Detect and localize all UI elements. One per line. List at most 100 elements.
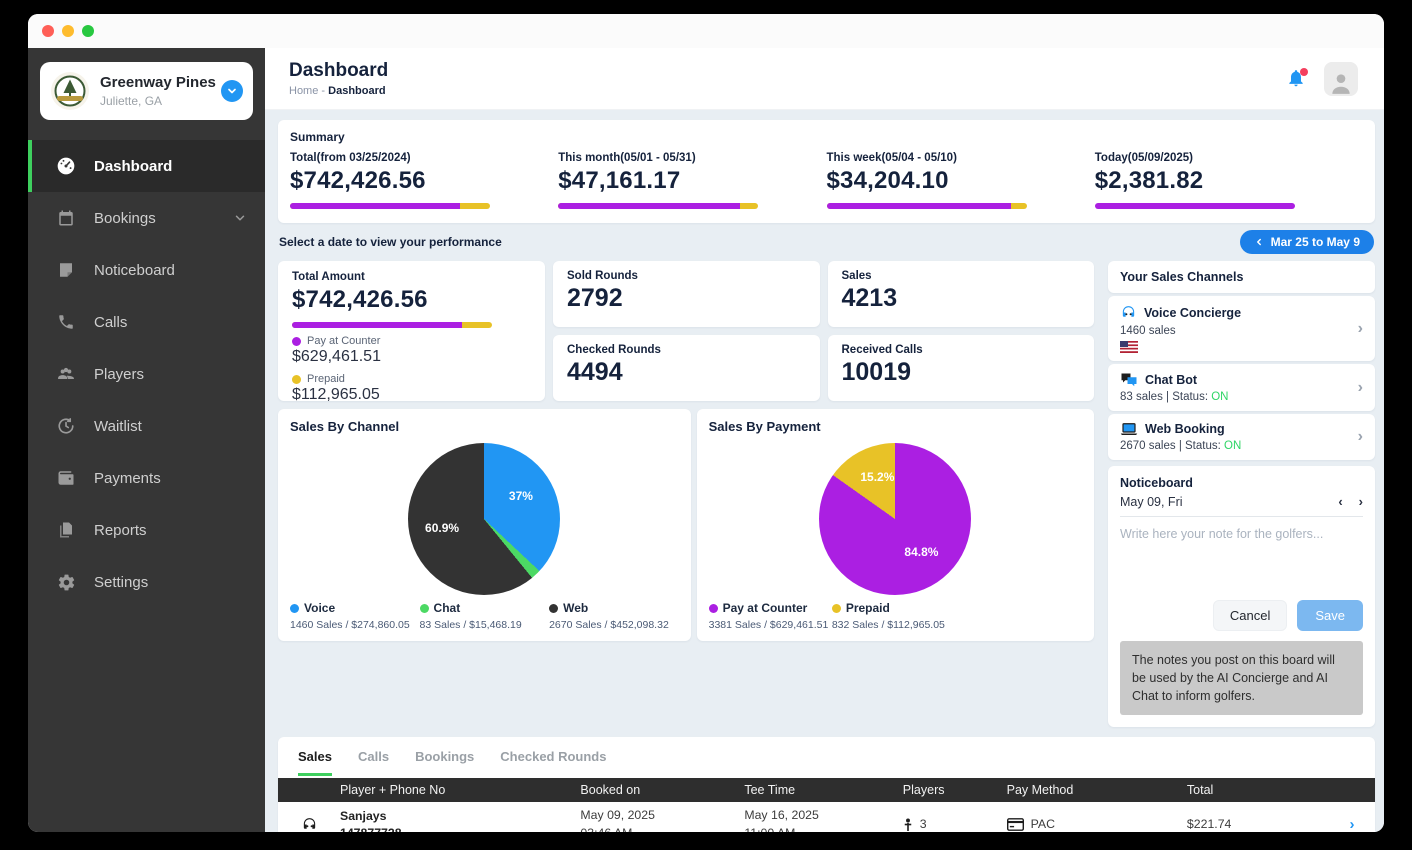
- org-selector[interactable]: Greenway Pines Juliette, GA: [40, 62, 253, 120]
- table-row[interactable]: Sanjays 147877728 May 09, 2025 03:46 AM …: [278, 802, 1375, 832]
- player-phone: 147877728: [340, 826, 580, 832]
- noticeboard-prev-icon[interactable]: ‹: [1338, 494, 1343, 509]
- sidebar-item-noticeboard[interactable]: Noticeboard: [28, 244, 265, 296]
- date-range-button[interactable]: Mar 25 to May 9: [1239, 230, 1374, 254]
- minimize-window-button[interactable]: [62, 25, 74, 37]
- chat-dot: [419, 603, 429, 613]
- sidebar-item-bookings[interactable]: Bookings: [28, 192, 265, 244]
- summary-month-value: $47,161.17: [558, 167, 681, 194]
- checked-rounds-card: Checked Rounds 4494: [553, 335, 820, 401]
- close-window-button[interactable]: [42, 25, 54, 37]
- player-name: Sanjays: [340, 808, 387, 823]
- total-amount-bar: [292, 322, 492, 328]
- user-avatar[interactable]: [1324, 61, 1358, 96]
- sold-rounds-card: Sold Rounds 2792: [553, 261, 820, 327]
- sidebar-item-label: Reports: [94, 521, 147, 539]
- summary-week: This week(05/04 - 05/10) $34,204.10: [826, 152, 1095, 209]
- channel-web-booking[interactable]: Web Booking 2670 sales | Status: ON ›: [1108, 414, 1375, 460]
- summary-total-label: Total(from 03/25/2024): [290, 152, 411, 164]
- sidebar-item-label: Players: [94, 365, 145, 383]
- summary-week-value: $34,204.10: [826, 167, 949, 194]
- laptop-icon: [1120, 422, 1138, 436]
- sidebar-item-dashboard[interactable]: Dashboard: [28, 140, 265, 192]
- sidebar-item-calls[interactable]: Calls: [28, 296, 265, 348]
- sidebar-item-payments[interactable]: Payments: [28, 452, 265, 504]
- channel-chat-bot[interactable]: Chat Bot 83 sales | Status: ON ›: [1108, 364, 1375, 411]
- prepaid-value: $112,965.05: [292, 386, 380, 403]
- sidebar-item-waitlist[interactable]: Waitlist: [28, 400, 265, 452]
- breadcrumb-separator: -: [321, 85, 326, 97]
- voice-dot: [290, 603, 299, 613]
- prepaid-dot: [292, 374, 301, 384]
- channel-stats: 2670 sales | Status: ON: [1120, 440, 1242, 452]
- page-title: Dashboard: [289, 60, 389, 81]
- web-slice-label: 60.9%: [425, 520, 460, 535]
- sold-rounds-value: 2792: [567, 284, 623, 312]
- pay-method-cell: PAC: [1006, 817, 1187, 831]
- pay-at-counter-dot: [292, 336, 301, 346]
- prepaid-label: Prepaid: [307, 373, 345, 385]
- people-icon: [56, 364, 76, 384]
- players-cell: 3: [903, 817, 1007, 831]
- calendar-icon: [56, 208, 76, 228]
- channel-stats: 83 sales | Status: ON: [1120, 391, 1229, 403]
- legend-chat: Chat 83 Sales / $15,468.19: [419, 601, 522, 631]
- col-total: Total: [1186, 783, 1214, 798]
- sidebar-item-reports[interactable]: Reports: [28, 504, 265, 556]
- tab-checked-rounds[interactable]: Checked Rounds: [500, 749, 607, 765]
- summary-month-label: This month(05/01 - 05/31): [558, 152, 696, 164]
- chevron-right-icon[interactable]: ›: [1357, 319, 1363, 337]
- channel-name: Chat Bot: [1145, 372, 1198, 387]
- chevron-left-icon: [1256, 238, 1261, 246]
- sales-by-payment-pie: 15.2% 84.8%: [819, 443, 972, 595]
- sales-channels-title: Your Sales Channels: [1120, 270, 1244, 284]
- org-location: Juliette, GA: [100, 94, 163, 108]
- tab-sales[interactable]: Sales: [298, 749, 332, 777]
- chevron-right-icon[interactable]: ›: [1357, 428, 1363, 445]
- col-players: Players: [902, 783, 945, 798]
- macos-titlebar: [28, 14, 1384, 48]
- breadcrumb: Home - Dashboard: [289, 85, 388, 97]
- channel-voice-concierge[interactable]: Voice Concierge 1460 sales ›: [1108, 296, 1375, 361]
- pay-at-counter-value: $629,461.51: [292, 348, 381, 365]
- summary-week-label: This week(05/04 - 05/10): [826, 152, 957, 164]
- phone-icon: [56, 312, 76, 332]
- save-button[interactable]: Save: [1297, 600, 1363, 631]
- tab-calls[interactable]: Calls: [357, 749, 390, 765]
- received-calls-card: Received Calls 10019: [827, 335, 1094, 401]
- summary-today-value: $2,381.82: [1094, 167, 1204, 194]
- total-amount-label: Total Amount: [292, 271, 365, 283]
- status-on-badge: ON: [1224, 440, 1242, 452]
- summary-today-label: Today(05/09/2025): [1094, 152, 1193, 164]
- tab-bookings[interactable]: Bookings: [415, 749, 475, 765]
- chevron-down-icon[interactable]: [233, 211, 247, 225]
- sidebar: Greenway Pines Juliette, GA Dashboard: [28, 48, 265, 832]
- sales-by-channel-title: Sales By Channel: [290, 419, 400, 434]
- cancel-button[interactable]: Cancel: [1212, 600, 1288, 631]
- sidebar-item-label: Calls: [94, 313, 128, 331]
- channel-name: Web Booking: [1145, 422, 1225, 436]
- noticeboard-title: Noticeboard: [1120, 476, 1193, 490]
- credit-card-icon: [1006, 818, 1024, 831]
- total-amount-value: $742,426.56: [292, 286, 428, 313]
- sidebar-item-players[interactable]: Players: [28, 348, 265, 400]
- sales-by-channel-pie: 37% 60.9%: [408, 443, 561, 595]
- noticeboard-next-icon[interactable]: ›: [1358, 494, 1363, 509]
- received-calls-label: Received Calls: [841, 344, 923, 356]
- row-chevron-right-icon[interactable]: ›: [1349, 815, 1355, 832]
- booked-on-cell: May 09, 2025 03:46 AM: [580, 807, 655, 832]
- zoom-window-button[interactable]: [82, 25, 94, 37]
- channel-stats: 1460 sales: [1120, 325, 1176, 337]
- summary-total: Total(from 03/25/2024) $742,426.56: [290, 152, 558, 209]
- col-pay-method: Pay Method: [1006, 783, 1074, 798]
- chevron-right-icon[interactable]: ›: [1357, 378, 1363, 396]
- sidebar-item-settings[interactable]: Settings: [28, 556, 265, 608]
- sidebar-item-label: Dashboard: [94, 157, 173, 175]
- note-icon: [56, 260, 76, 280]
- breadcrumb-home-link[interactable]: Home: [289, 85, 319, 97]
- sidebar-item-label: Settings: [94, 573, 149, 591]
- org-chevron-down-icon[interactable]: [221, 80, 243, 102]
- noticeboard-note-input[interactable]: [1120, 527, 1363, 591]
- checked-rounds-label: Checked Rounds: [567, 344, 661, 356]
- notifications-bell-icon[interactable]: [1286, 67, 1308, 90]
